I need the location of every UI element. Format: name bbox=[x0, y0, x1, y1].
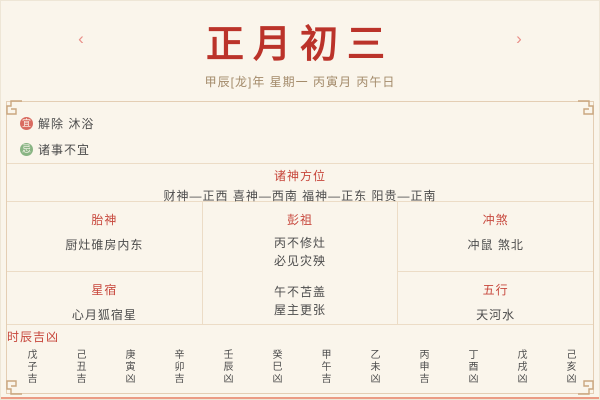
page-title: 正月初三 bbox=[205, 24, 394, 66]
xingxiu-cell: 星宿 心月狐宿星 bbox=[7, 281, 202, 342]
corner-ornament-top-left bbox=[5, 100, 22, 117]
wuxing-cell: 五行 天河水 bbox=[398, 281, 593, 342]
pengzu-label: 彭祖 bbox=[287, 213, 314, 227]
grid-middle-column: 彭祖 丙不修灶 必见灾殃 午不苫盖 屋主更张 bbox=[201, 202, 399, 324]
yi-text: 解除 沐浴 bbox=[38, 116, 95, 131]
wuxing-value: 天河水 bbox=[476, 308, 516, 322]
hour-column-shen: 丙申吉 bbox=[417, 349, 428, 385]
hours-section: 时辰吉凶 戊子吉 己丑吉 庚寅凶 辛卯吉 壬辰凶 癸巳凶 甲午吉 乙未凶 丙申吉… bbox=[7, 324, 593, 391]
yi-ji-section: 宜 解除 沐浴 忌 诸事不宜 bbox=[7, 102, 593, 163]
pengzu-cell: 彭祖 丙不修灶 必见灾殃 午不苫盖 屋主更张 bbox=[203, 211, 398, 319]
hour-column-you: 丁酉凶 bbox=[466, 349, 477, 385]
taishen-label: 胎神 bbox=[91, 213, 118, 227]
hour-column-chou: 己丑吉 bbox=[74, 349, 85, 385]
almanac-grid: 胎神 厨灶碓房内东 星宿 心月狐宿星 彭祖 丙不修灶 必见灾殃 午不苫盖 屋主更… bbox=[7, 201, 594, 324]
taishen-value: 厨灶碓房内东 bbox=[65, 238, 144, 252]
corner-ornament-bottom-right bbox=[578, 378, 595, 395]
grid-left-column: 胎神 厨灶碓房内东 星宿 心月狐宿星 bbox=[7, 202, 202, 324]
chongsha-label: 冲煞 bbox=[482, 213, 509, 227]
yi-row: 宜 解除 沐浴 bbox=[20, 112, 593, 134]
xingxiu-label: 星宿 bbox=[91, 283, 118, 297]
gods-direction-header: 诸神方位 bbox=[273, 169, 326, 183]
ji-text: 诸事不宜 bbox=[38, 142, 91, 157]
taishen-cell: 胎神 厨灶碓房内东 bbox=[7, 211, 202, 272]
hour-column-hai: 己亥凶 bbox=[564, 349, 575, 385]
ji-row: 忌 诸事不宜 bbox=[20, 138, 593, 160]
hour-column-wu: 甲午吉 bbox=[319, 349, 330, 385]
hour-column-yin: 庚寅凶 bbox=[123, 349, 134, 385]
next-day-arrow[interactable]: › bbox=[516, 29, 522, 48]
bottom-accent-bar bbox=[1, 397, 599, 399]
chongsha-cell: 冲煞 冲鼠 煞北 bbox=[398, 211, 594, 272]
hour-column-wei: 乙未凶 bbox=[368, 349, 379, 385]
yi-suitable-icon: 宜 bbox=[20, 116, 33, 130]
hour-column-chen: 壬辰凶 bbox=[221, 349, 232, 385]
xingxiu-value: 心月狐宿星 bbox=[71, 308, 137, 322]
grid-right-column: 冲煞 冲鼠 煞北 五行 天河水 bbox=[398, 202, 594, 324]
hours-header: 时辰吉凶 bbox=[7, 330, 60, 344]
hour-column-xu: 戊戌凶 bbox=[515, 349, 526, 385]
chongsha-value: 冲鼠 煞北 bbox=[467, 238, 524, 252]
gods-direction-section: 诸神方位 财神—正西 喜神—西南 福神—正东 阳贵—正南 bbox=[7, 163, 593, 203]
hour-column-mao: 辛卯吉 bbox=[172, 349, 183, 385]
gods-direction-values: 财神—正西 喜神—西南 福神—正东 阳贵—正南 bbox=[163, 189, 437, 203]
header: ‹ 正月初三 › 甲辰[龙]年 星期一 丙寅月 丙午日 bbox=[1, 1, 599, 101]
pengzu-line-1: 丙不修灶 bbox=[274, 236, 327, 250]
pengzu-line-2: 必见灾殃 bbox=[274, 254, 327, 268]
hours-row: 戊子吉 己丑吉 庚寅凶 辛卯吉 壬辰凶 癸巳凶 甲午吉 乙未凶 丙申吉 丁酉凶 … bbox=[7, 345, 593, 391]
almanac-frame: 宜 解除 沐浴 忌 诸事不宜 诸神方位 财神—正西 喜神—西南 福神—正东 阳贵… bbox=[5, 100, 595, 395]
wuxing-label: 五行 bbox=[482, 283, 509, 297]
prev-day-arrow[interactable]: ‹ bbox=[78, 29, 84, 48]
hour-column-si: 癸巳凶 bbox=[270, 349, 281, 385]
date-subtitle: 甲辰[龙]年 星期一 丙寅月 丙午日 bbox=[204, 75, 396, 89]
pengzu-line-4: 屋主更张 bbox=[274, 303, 327, 317]
ji-avoid-icon: 忌 bbox=[20, 142, 33, 156]
pengzu-line-3: 午不苫盖 bbox=[274, 285, 327, 299]
corner-ornament-bottom-left bbox=[5, 378, 22, 395]
corner-ornament-top-right bbox=[578, 100, 595, 117]
hour-column-zi: 戊子吉 bbox=[25, 349, 36, 385]
